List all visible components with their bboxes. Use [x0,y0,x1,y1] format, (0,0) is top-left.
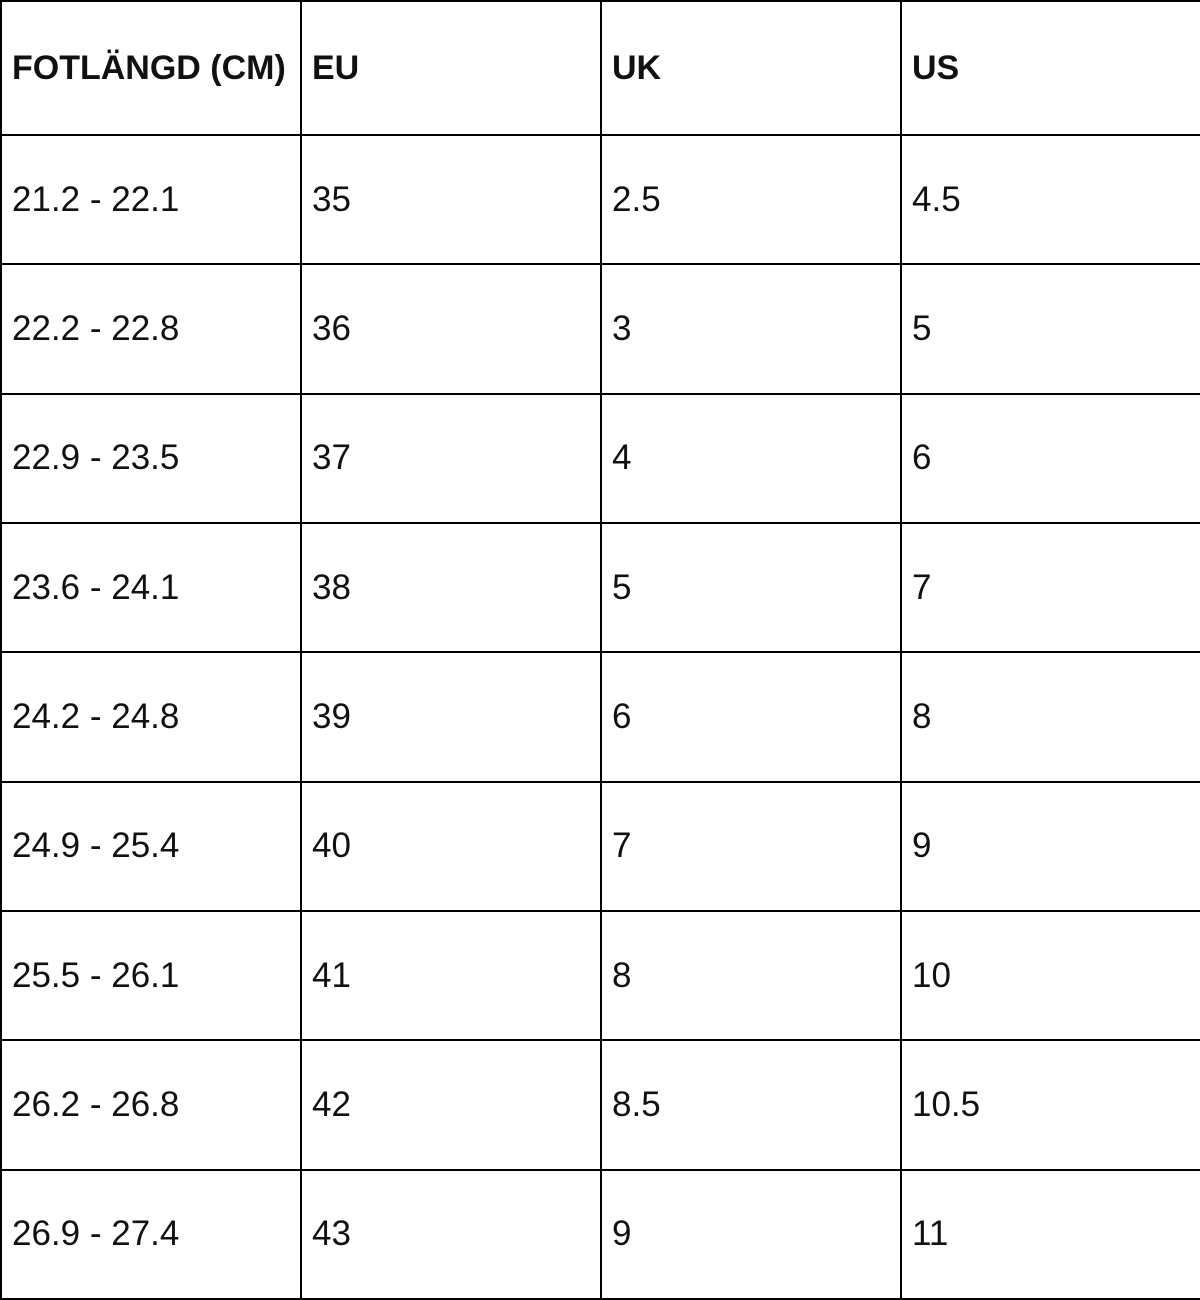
cell-eu: 40 [300,780,602,912]
table-row: 24.2 - 24.8 39 6 8 [0,651,1200,783]
cell-uk: 4 [600,392,902,524]
table-row: 26.9 - 27.4 43 9 11 [0,1168,1200,1300]
table-row: 26.2 - 26.8 42 8.5 10.5 [0,1039,1200,1171]
header-eu: EU [300,0,602,136]
cell-foot-length: 23.6 - 24.1 [0,521,302,654]
table-body: 21.2 - 22.1 35 2.5 4.5 22.2 - 22.8 36 3 5 22.9 -… [0,133,1200,1300]
cell-eu: 37 [300,392,602,524]
cell-us: 10.5 [900,1039,1200,1171]
header-us: US [900,0,1200,136]
table-row: 22.2 - 22.8 36 3 5 [0,263,1200,395]
cell-foot-length: 24.2 - 24.8 [0,651,302,783]
cell-us: 8 [900,651,1200,783]
cell-eu: 38 [300,521,602,654]
cell-eu: 42 [300,1039,602,1171]
table-row: 24.9 - 25.4 40 7 9 [0,780,1200,912]
cell-foot-length: 25.5 - 26.1 [0,909,302,1042]
cell-uk: 8.5 [600,1039,902,1171]
header-row: FOTLÄNGD (CM) EU UK US [0,0,1200,136]
cell-foot-length: 24.9 - 25.4 [0,780,302,912]
cell-uk: 2.5 [600,133,902,266]
cell-uk: 8 [600,909,902,1042]
cell-eu: 39 [300,651,602,783]
cell-eu: 36 [300,263,602,395]
cell-us: 4.5 [900,133,1200,266]
cell-uk: 6 [600,651,902,783]
cell-us: 5 [900,263,1200,395]
cell-uk: 7 [600,780,902,912]
table-row: 21.2 - 22.1 35 2.5 4.5 [0,133,1200,266]
cell-foot-length: 22.9 - 23.5 [0,392,302,524]
cell-us: 7 [900,521,1200,654]
cell-us: 9 [900,780,1200,912]
cell-foot-length: 26.9 - 27.4 [0,1168,302,1300]
cell-eu: 35 [300,133,602,266]
table-row: 23.6 - 24.1 38 5 7 [0,521,1200,654]
cell-uk: 9 [600,1168,902,1300]
table-row: 25.5 - 26.1 41 8 10 [0,909,1200,1042]
cell-foot-length: 22.2 - 22.8 [0,263,302,395]
cell-uk: 3 [600,263,902,395]
cell-eu: 43 [300,1168,602,1300]
cell-foot-length: 26.2 - 26.8 [0,1039,302,1171]
cell-uk: 5 [600,521,902,654]
table-row: 22.9 - 23.5 37 4 6 [0,392,1200,524]
cell-eu: 41 [300,909,602,1042]
cell-foot-length: 21.2 - 22.1 [0,133,302,266]
header-foot-length: FOTLÄNGD (CM) [0,0,302,136]
header-uk: UK [600,0,902,136]
cell-us: 11 [900,1168,1200,1300]
cell-us: 10 [900,909,1200,1042]
cell-us: 6 [900,392,1200,524]
